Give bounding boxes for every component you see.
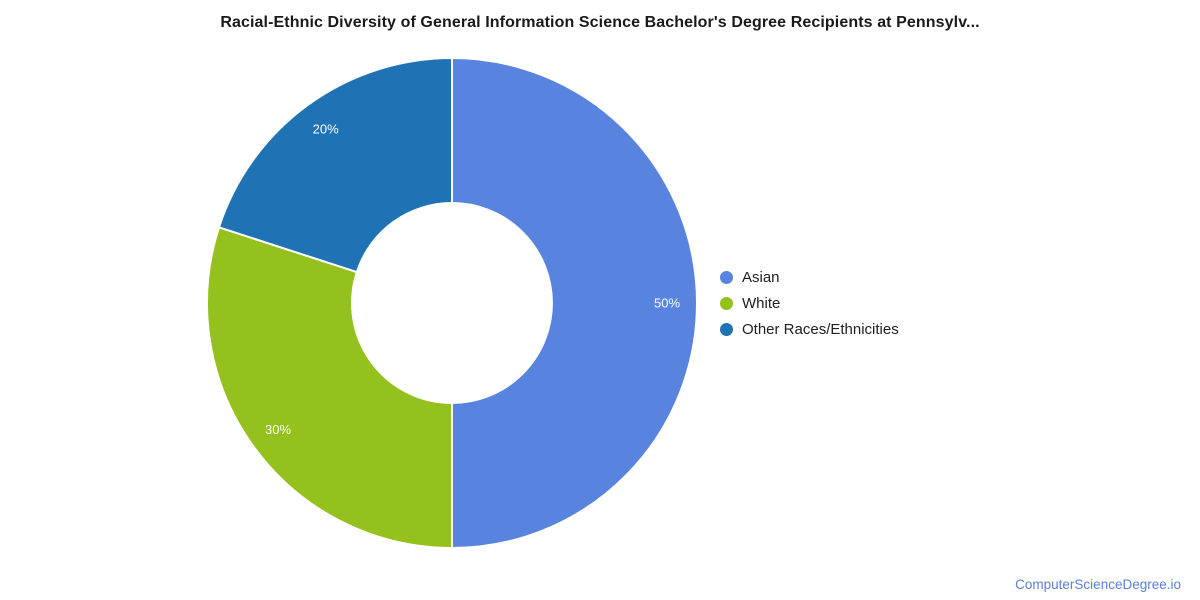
pie-slice-asian[interactable] [451,57,698,549]
legend-item-white[interactable]: White [720,290,899,316]
legend-marker-icon [720,322,733,336]
slice-percent-label: 20% [313,122,339,137]
legend-label: Asian [742,268,780,286]
chart-title: Racial-Ethnic Diversity of General Infor… [220,14,980,31]
pie-slice-other-races-ethnicities[interactable] [217,57,453,274]
pie-slice-white[interactable] [206,226,453,549]
legend-item-asian[interactable]: Asian [720,264,899,290]
legend-marker-icon [720,270,733,284]
legend-label: White [742,294,781,312]
donut-slices [206,57,698,549]
chart-legend: Asian White Other Races/Ethnicities [720,264,899,342]
legend-label: Other Races/Ethnicities [742,320,899,338]
footer-brand-link[interactable]: ComputerScienceDegree.io [1015,577,1181,592]
slice-percent-label: 30% [265,422,291,437]
slice-labels: 50% 30% 20% [265,122,680,437]
slice-percent-label: 50% [654,296,680,311]
legend-item-other-races-ethnicities[interactable]: Other Races/Ethnicities [720,316,899,342]
legend-marker-icon [720,296,733,310]
